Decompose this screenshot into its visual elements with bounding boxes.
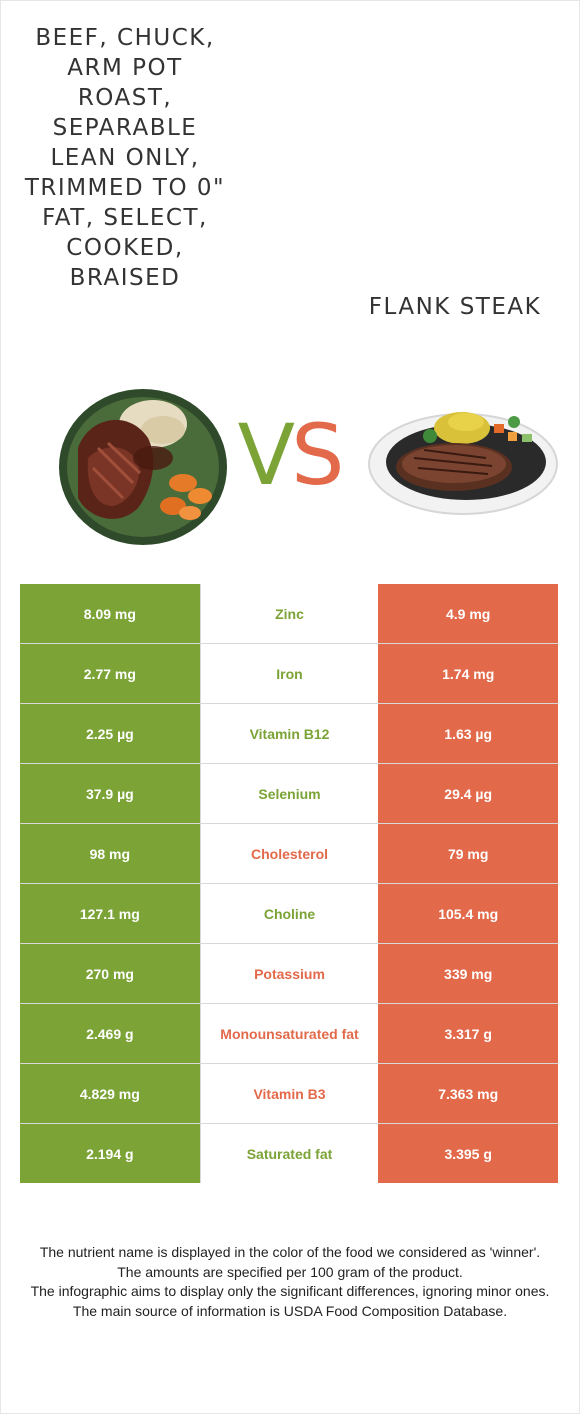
right-value-cell: 1.63 µg bbox=[378, 704, 559, 763]
nutrient-name-cell: Vitamin B3 bbox=[200, 1064, 379, 1123]
nutrient-name-cell: Vitamin B12 bbox=[200, 704, 379, 763]
nutrient-comparison-table: 8.09 mg Zinc 4.9 mg 2.77 mg Iron 1.74 mg 2.25 … bbox=[20, 584, 559, 1183]
left-value-cell: 8.09 mg bbox=[20, 584, 201, 643]
left-value-cell: 2.469 g bbox=[20, 1004, 201, 1063]
right-value-cell: 1.74 mg bbox=[378, 644, 559, 703]
food-title-left: Beef, chuck, arm pot roast, separable le… bbox=[24, 25, 226, 291]
left-value-cell: 127.1 mg bbox=[20, 884, 201, 943]
table-row: 127.1 mg Choline 105.4 mg bbox=[20, 884, 559, 944]
footnotes: The nutrient name is displayed in the co… bbox=[20, 1243, 560, 1321]
right-value-cell: 105.4 mg bbox=[378, 884, 559, 943]
table-row: 98 mg Cholesterol 79 mg bbox=[20, 824, 559, 884]
nutrient-name-cell: Zinc bbox=[200, 584, 379, 643]
table-row: 270 mg Potassium 339 mg bbox=[20, 944, 559, 1004]
vs-letter-s: S bbox=[291, 406, 344, 504]
left-value-cell: 2.194 g bbox=[20, 1124, 201, 1183]
table-row: 2.194 g Saturated fat 3.395 g bbox=[20, 1124, 559, 1183]
nutrient-name-cell: Selenium bbox=[200, 764, 379, 823]
table-row: 4.829 mg Vitamin B3 7.363 mg bbox=[20, 1064, 559, 1124]
note-significance: The infographic aims to display only the… bbox=[30, 1283, 550, 1299]
right-value-cell: 29.4 µg bbox=[378, 764, 559, 823]
right-value-cell: 3.395 g bbox=[378, 1124, 559, 1183]
right-value-cell: 7.363 mg bbox=[378, 1064, 559, 1123]
food-title-right: Flank steak bbox=[368, 294, 542, 320]
left-value-cell: 2.77 mg bbox=[20, 644, 201, 703]
pot-roast-plate-image bbox=[59, 389, 227, 545]
nutrient-name-cell: Choline bbox=[200, 884, 379, 943]
vs-letter-v: V bbox=[237, 406, 296, 504]
right-value-cell: 339 mg bbox=[378, 944, 559, 1003]
nutrient-name-cell: Cholesterol bbox=[200, 824, 379, 883]
nutrient-name-cell: Iron bbox=[200, 644, 379, 703]
note-amount: The amounts are specified per 100 gram o… bbox=[117, 1263, 463, 1280]
left-value-cell: 2.25 µg bbox=[20, 704, 201, 763]
note-winner: The nutrient name is displayed in the co… bbox=[39, 1244, 541, 1260]
right-value-cell: 4.9 mg bbox=[378, 584, 559, 643]
nutrient-name-cell: Monounsaturated fat bbox=[200, 1004, 379, 1063]
right-value-cell: 3.317 g bbox=[378, 1004, 559, 1063]
table-row: 2.469 g Monounsaturated fat 3.317 g bbox=[20, 1004, 559, 1064]
left-value-cell: 4.829 mg bbox=[20, 1064, 201, 1123]
nutrient-name-cell: Potassium bbox=[200, 944, 379, 1003]
right-value-cell: 79 mg bbox=[378, 824, 559, 883]
table-row: 8.09 mg Zinc 4.9 mg bbox=[20, 584, 559, 644]
versus-label: VS bbox=[224, 405, 354, 505]
table-row: 2.77 mg Iron 1.74 mg bbox=[20, 644, 559, 704]
note-source: The main source of information is USDA F… bbox=[72, 1302, 508, 1319]
left-value-cell: 98 mg bbox=[20, 824, 201, 883]
table-row: 2.25 µg Vitamin B12 1.63 µg bbox=[20, 704, 559, 764]
left-value-cell: 37.9 µg bbox=[20, 764, 201, 823]
flank-steak-plate-image bbox=[368, 412, 558, 515]
table-row: 37.9 µg Selenium 29.4 µg bbox=[20, 764, 559, 824]
nutrient-name-cell: Saturated fat bbox=[200, 1124, 379, 1183]
left-value-cell: 270 mg bbox=[20, 944, 201, 1003]
